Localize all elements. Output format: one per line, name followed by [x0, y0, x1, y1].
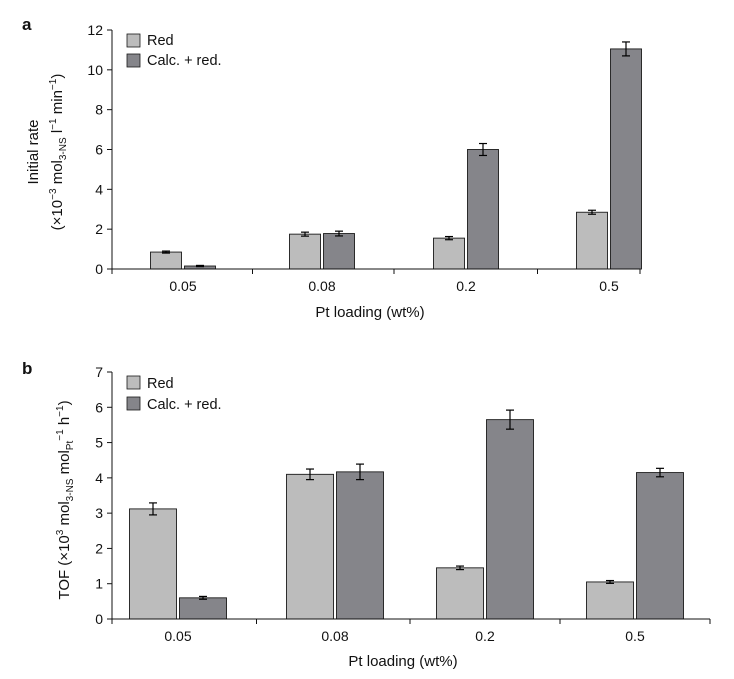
y-tick-label-b-2: 2: [95, 540, 103, 556]
y-tick-label-b-0: 0: [95, 611, 103, 627]
panel-a: a 0 2 4 6 8 10 12 0.05 0.08 0.2 0.5 Pt loading (w…: [22, 15, 642, 321]
legend-swatch-calc-b: [126, 396, 141, 411]
error-bar-a-red-3: [588, 209, 596, 215]
bar-a-red-0: [150, 251, 182, 270]
error-bar-b-red-0: [149, 502, 157, 516]
y-tick-label-a-5: 10: [87, 62, 103, 78]
y-axis-label-b-text: TOF (×103 mol3-NS molPt−1 h−1): [55, 400, 76, 599]
legend-label-calc-a: Calc. + red.: [147, 53, 222, 69]
y-axis-label-a-line2: (×10−3 mol3-NS l−1 min−1): [48, 74, 69, 231]
error-bar-b-calc-2: [506, 409, 514, 430]
error-bar-a-red-1: [301, 231, 309, 237]
error-bar-b-calc-0: [199, 595, 207, 600]
y-axis-label-a-line1: Initial rate: [25, 119, 42, 184]
bar-a-red-3: [576, 211, 608, 270]
bars-a: [150, 41, 642, 270]
y-tick-label-a-0: 0: [95, 261, 103, 277]
legend-swatch-calc-a: [126, 53, 141, 68]
bar-b-calc-2: [486, 419, 534, 620]
x-tick-label-a-1: 0.08: [308, 278, 335, 294]
error-bar-b-red-2: [456, 565, 464, 571]
legend-swatch-red-a: [126, 33, 141, 48]
y-axis-label-b: TOF (×103 mol3-NS molPt−1 h−1): [55, 400, 76, 599]
panel-letter-b: b: [22, 359, 32, 378]
error-bar-b-calc-1: [356, 463, 364, 481]
legend-label-calc-b: Calc. + red.: [147, 397, 222, 413]
error-bar-a-red-0: [162, 250, 170, 254]
y-ticks-a: 0 2 4 6 8 10 12: [87, 22, 112, 277]
bar-a-calc-1: [323, 233, 355, 270]
bars-b: [129, 409, 684, 620]
x-tick-label-b-2: 0.2: [475, 628, 495, 644]
x-ticks-b: 0.05 0.08 0.2 0.5: [111, 619, 711, 644]
x-axis-label-a: Pt loading (wt%): [315, 304, 424, 321]
x-axis-label-b: Pt loading (wt%): [348, 653, 457, 670]
x-tick-label-b-0: 0.05: [164, 628, 191, 644]
error-bar-a-calc-0: [196, 264, 204, 268]
x-ticks-a: 0.05 0.08 0.2 0.5: [111, 269, 641, 294]
x-tick-label-b-1: 0.08: [321, 628, 348, 644]
y-tick-label-b-4: 4: [95, 470, 103, 486]
y-axis-label-a: Initial rate (×10−3 mol3-NS l−1 min−1): [25, 74, 69, 231]
legend-label-red-a: Red: [147, 33, 174, 49]
y-tick-label-b-7: 7: [95, 364, 103, 380]
bar-b-red-3: [586, 581, 634, 620]
error-bar-b-calc-3: [656, 467, 664, 478]
y-tick-label-b-1: 1: [95, 576, 103, 592]
bar-b-calc-0: [179, 597, 227, 620]
bar-b-red-2: [436, 567, 484, 620]
x-tick-label-a-3: 0.5: [599, 278, 619, 294]
error-bar-a-calc-3: [622, 41, 630, 57]
y-ticks-b: 0 1 2 3 4 5 6 7: [95, 364, 112, 627]
error-bar-a-calc-1: [335, 230, 343, 237]
bar-a-calc-2: [467, 149, 499, 270]
panel-letter-a: a: [22, 15, 32, 34]
bar-b-red-0: [129, 508, 177, 620]
y-tick-label-b-6: 6: [95, 399, 103, 415]
y-tick-label-a-4: 8: [95, 102, 103, 118]
error-bar-b-red-1: [306, 468, 314, 481]
bar-b-red-1: [286, 473, 334, 620]
bar-a-red-1: [289, 233, 321, 270]
x-tick-label-a-2: 0.2: [456, 278, 476, 294]
bar-a-calc-3: [610, 48, 642, 270]
legend-label-red-b: Red: [147, 376, 174, 392]
legend-a: Red Calc. + red.: [126, 33, 222, 69]
legend-b: Red Calc. + red.: [126, 375, 222, 413]
bar-b-calc-1: [336, 471, 384, 620]
error-bar-b-red-3: [606, 579, 614, 584]
error-bar-a-calc-2: [479, 142, 487, 157]
y-tick-label-b-5: 5: [95, 435, 103, 451]
legend-swatch-red-b: [126, 375, 141, 390]
y-tick-label-a-1: 2: [95, 221, 103, 237]
panel-b: b 0 1 2 3 4 5 6 7 0.05 0.08 0.2 0.5 Pt loading (wt…: [22, 359, 711, 670]
y-tick-label-a-6: 12: [87, 22, 103, 38]
x-tick-label-b-3: 0.5: [625, 628, 645, 644]
y-tick-label-a-2: 4: [95, 181, 103, 197]
x-tick-label-a-0: 0.05: [169, 278, 196, 294]
bar-a-red-2: [433, 237, 465, 270]
error-bar-a-red-2: [445, 235, 453, 241]
bar-b-calc-3: [636, 472, 684, 620]
y-tick-label-b-3: 3: [95, 505, 103, 521]
y-tick-label-a-3: 6: [95, 142, 103, 158]
